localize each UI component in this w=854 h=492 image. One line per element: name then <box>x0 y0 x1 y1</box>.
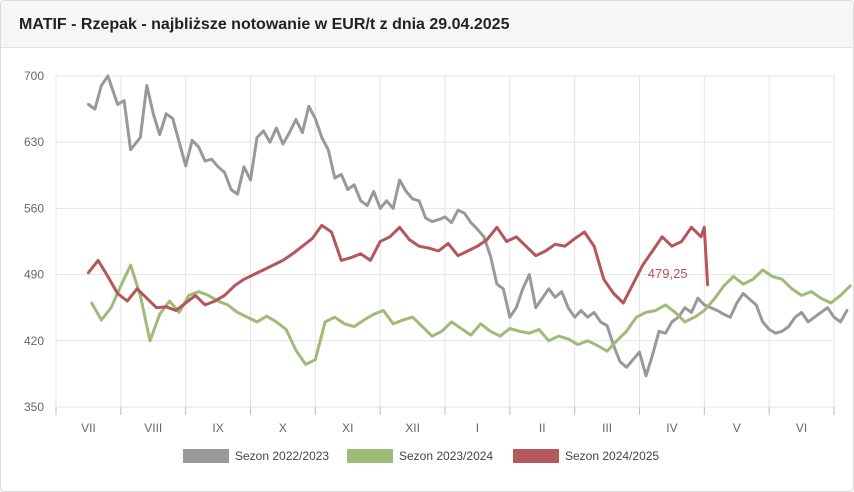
x-tick-label: XII <box>405 421 420 435</box>
legend-item-3[interactable]: Sezon 2024/2025 <box>513 449 659 463</box>
x-tick-label: VIII <box>144 421 162 435</box>
legend[interactable]: Sezon 2022/2023 Sezon 2023/2024 Sezon 2024… <box>183 449 659 463</box>
legend-swatch <box>513 449 559 463</box>
x-tick-label: VII <box>81 421 96 435</box>
legend-swatch <box>183 449 229 463</box>
y-tick-label: 560 <box>24 201 44 215</box>
series-line-3 <box>86 223 710 312</box>
annotation-label: 479,25 <box>648 266 688 281</box>
x-tick-label: IV <box>666 421 677 435</box>
legend-label: Sezon 2024/2025 <box>565 449 659 463</box>
y-tick-label: 420 <box>24 334 44 348</box>
grid-lines <box>55 75 835 408</box>
y-tick-label: 700 <box>24 69 44 83</box>
y-tick-label: 350 <box>24 400 44 414</box>
y-tick-label: 630 <box>24 135 44 149</box>
x-tick-label: VI <box>796 421 807 435</box>
y-axis: 700 630 560 490 420 350 <box>24 69 44 414</box>
x-tick-label: X <box>279 421 287 435</box>
x-tick-label: IX <box>212 421 223 435</box>
y-tick-label: 490 <box>24 268 44 282</box>
series-line-1 <box>86 74 849 378</box>
series-lines <box>86 74 852 378</box>
annotations: 479,25 <box>648 266 688 281</box>
series-line-2 <box>90 263 852 366</box>
legend-swatch <box>347 449 393 463</box>
x-tick-label: V <box>733 421 741 435</box>
legend-item-2[interactable]: Sezon 2023/2024 <box>347 449 493 463</box>
chart-header: MATIF - Rzepak - najbliższe notowanie w … <box>1 1 853 48</box>
legend-label: Sezon 2022/2023 <box>235 449 329 463</box>
x-tick-label: I <box>476 421 479 435</box>
x-tick-label: XI <box>342 421 353 435</box>
x-axis: VII VIII IX X XI XII I II III IV V VI <box>55 407 835 435</box>
legend-label: Sezon 2023/2024 <box>399 449 493 463</box>
x-tick-label: II <box>539 421 546 435</box>
x-tick-label: III <box>602 421 612 435</box>
chart-title: MATIF - Rzepak - najbliższe notowanie w … <box>19 16 510 33</box>
legend-item-1[interactable]: Sezon 2022/2023 <box>183 449 329 463</box>
